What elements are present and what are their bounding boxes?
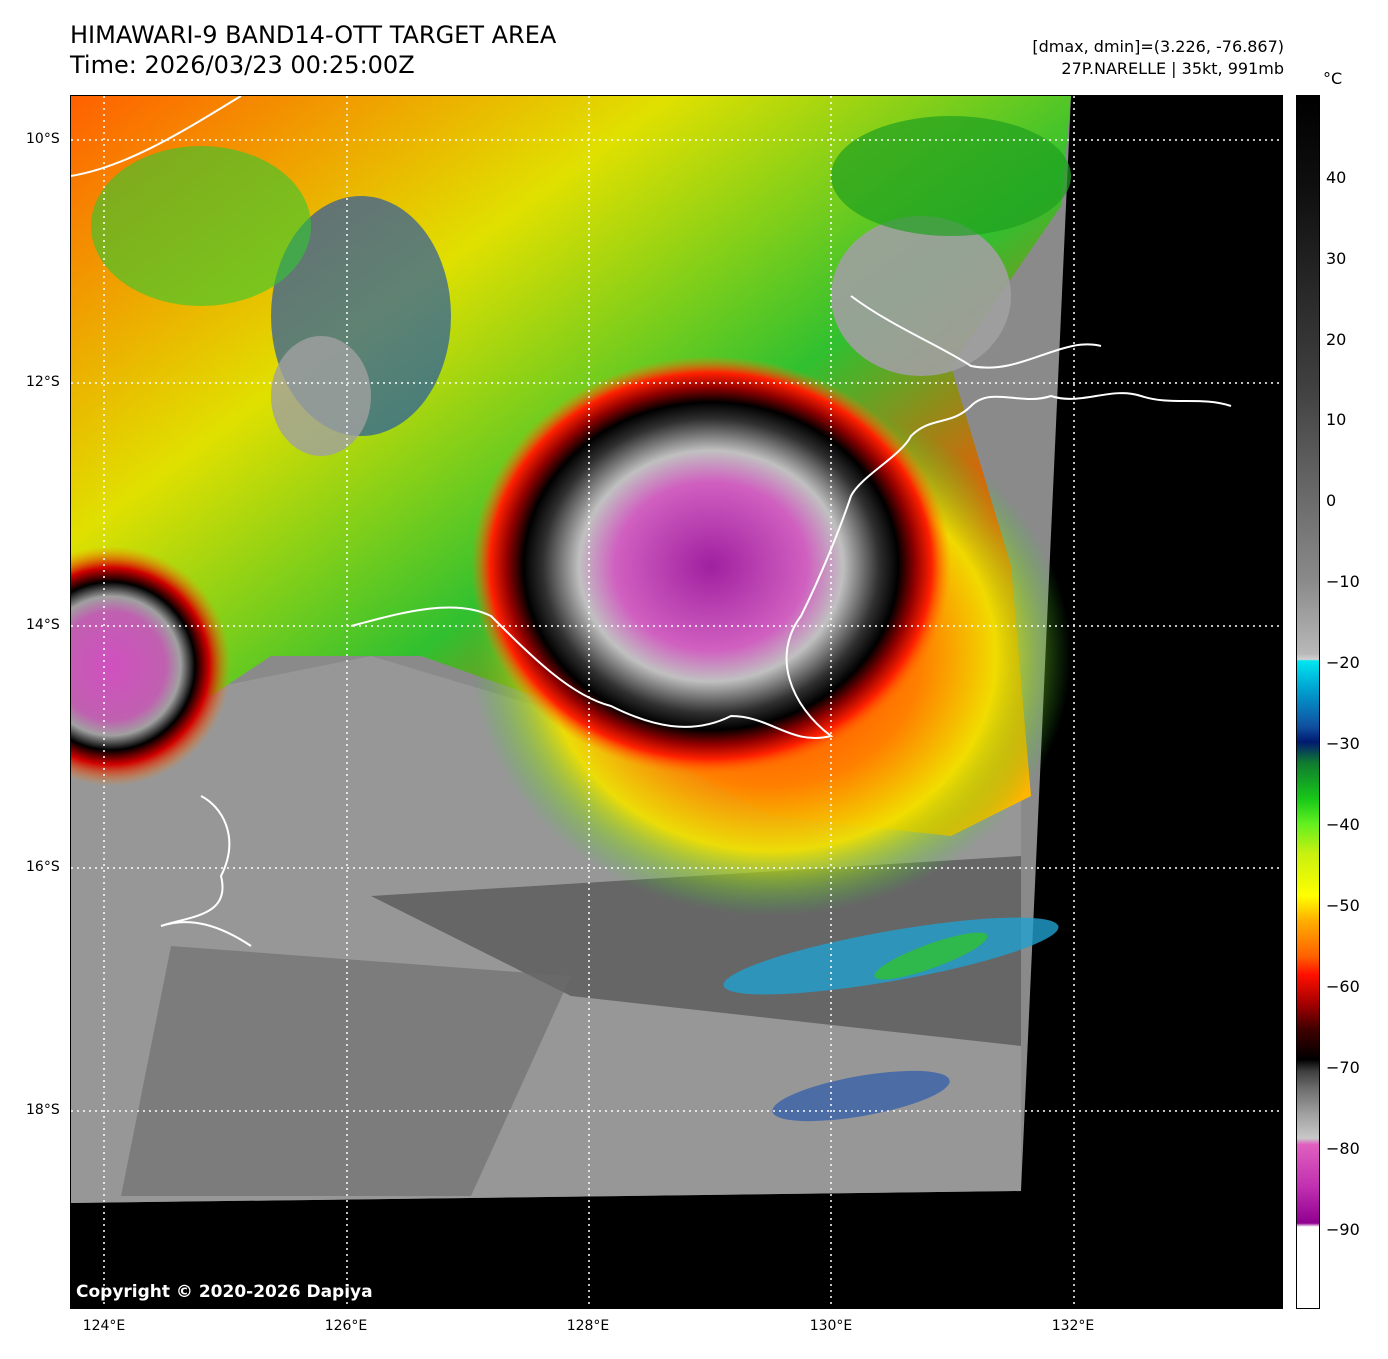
colorbar-tick: 40 [1326,168,1347,187]
colorbar-tick: −60 [1326,977,1360,996]
lat-label: 18°S [26,1102,60,1118]
colorbar [1296,95,1320,1309]
lon-label: 126°E [324,1318,368,1334]
colorbar-tick: −50 [1326,896,1360,915]
storm-info-label: 27P.NARELLE | 35kt, 991mb [1061,59,1284,78]
colorbar-tick: −20 [1326,653,1360,672]
colorbar-tick: −30 [1326,734,1360,753]
coastline [71,96,1232,947]
lat-label: 14°S [26,617,60,633]
colorbar-tick: −90 [1326,1220,1360,1239]
western-cloud [71,546,231,786]
colorbar-tick: 0 [1326,491,1337,510]
colorbar-tick: −80 [1326,1139,1360,1158]
gridlines [71,96,1282,1308]
lon-label: 128°E [566,1318,610,1334]
lat-label: 16°S [26,859,60,875]
colorbar-tick: −70 [1326,1058,1360,1077]
dmax-dmin-label: [dmax, dmin]=(3.226, -76.867) [1032,37,1284,56]
lon-label: 132°E [1051,1318,1095,1334]
colorbar-tick: 10 [1326,410,1347,429]
page-title: HIMAWARI-9 BAND14-OTT TARGET AREA [70,21,557,49]
colorbar-tick: −40 [1326,815,1360,834]
lat-label: 10°S [26,131,60,147]
storm-core [471,356,951,776]
lat-label: 12°S [26,374,60,390]
lon-label: 130°E [809,1318,853,1334]
colorbar-tick: 20 [1326,330,1347,349]
colorbar-unit: °C [1323,69,1343,88]
lon-label: 124°E [82,1318,126,1334]
time-label: Time: 2026/03/23 00:25:00Z [70,51,415,79]
satellite-imagery [71,96,1282,1308]
copyright-label: Copyright © 2020-2026 Dapiya [76,1282,373,1302]
colorbar-tick: 30 [1326,249,1347,268]
colorbar-tick: −10 [1326,572,1360,591]
satellite-map[interactable]: Copyright © 2020-2026 Dapiya [70,95,1283,1309]
